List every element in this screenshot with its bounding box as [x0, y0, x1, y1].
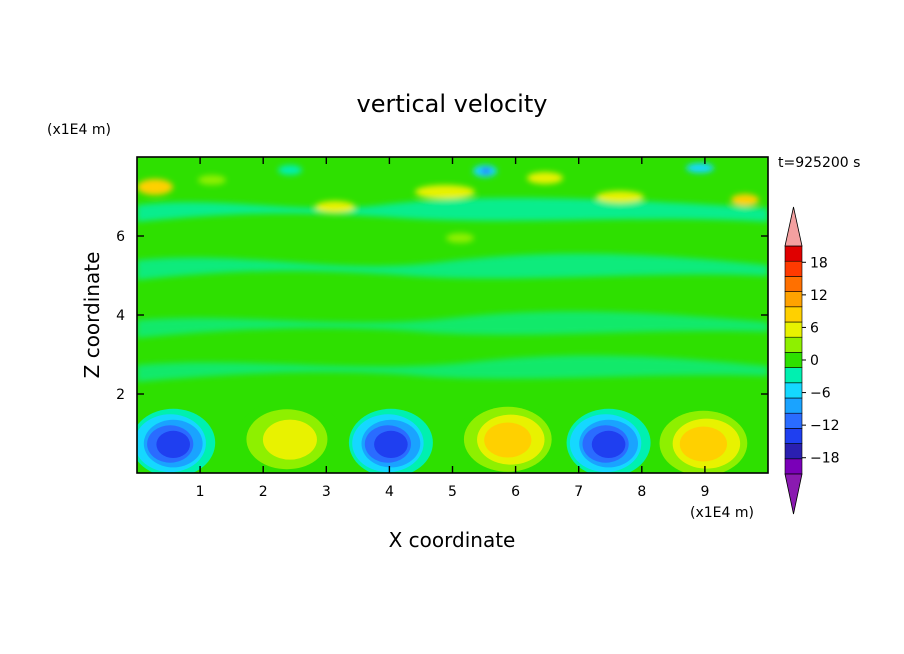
- colorbar-swatch: [784, 367, 803, 384]
- yellow-patch: [596, 191, 644, 203]
- colorbar-tick-label: −6: [810, 386, 831, 402]
- x-tick-label: 5: [448, 484, 457, 500]
- x-unit-label: (x1E4 m): [690, 505, 754, 521]
- blue-patch: [278, 165, 302, 175]
- downdraft-contour: [591, 430, 626, 458]
- x-tick-label: 9: [700, 484, 709, 500]
- colorbar-swatch: [784, 291, 803, 308]
- colorbar-swatch: [784, 260, 803, 277]
- colorbar-swatch: [784, 382, 803, 399]
- colorbar-swatch: [784, 458, 803, 475]
- updraft-contour: [679, 426, 728, 462]
- colorbar-swatch: [784, 321, 803, 338]
- blue-patch: [686, 163, 714, 173]
- updraft-cell: [456, 398, 565, 473]
- x-tick-label: 8: [637, 484, 646, 500]
- downdraft-contour: [156, 430, 191, 458]
- x-tick-label: 2: [259, 484, 268, 500]
- yellow-patch: [446, 233, 474, 243]
- downdraft-contour: [374, 430, 408, 458]
- y-tick-label: 4: [116, 308, 125, 324]
- y-axis-label: Z coordinate: [80, 252, 104, 379]
- colorbar-tick-label: 6: [810, 320, 819, 336]
- yellow-patch: [315, 201, 355, 213]
- updraft-cell: [652, 402, 761, 473]
- time-label: t=925200 s: [778, 155, 860, 171]
- x-axis: 1 2 3 4 5 6 7 8 9: [196, 157, 709, 500]
- colorbar-tick-label: 0: [810, 353, 819, 369]
- colorbar: 18 12 6 0 −6 −12 −18: [784, 206, 840, 515]
- x-tick-label: 6: [511, 484, 520, 500]
- updraft-contour: [262, 419, 317, 460]
- chart-title: vertical velocity: [357, 90, 548, 118]
- colorbar-swatch: [784, 245, 803, 262]
- x-axis-label: X coordinate: [389, 528, 516, 552]
- colorbar-swatch: [784, 412, 803, 429]
- colorbar-tick-label: 18: [810, 255, 828, 271]
- colorbar-under-triangle: [784, 473, 803, 515]
- colorbar-tick-label: 12: [810, 288, 828, 304]
- yellow-patch: [731, 194, 759, 206]
- y-tick-label: 2: [116, 387, 125, 403]
- colorbar-swatch: [784, 336, 803, 353]
- x-tick-label: 7: [574, 484, 583, 500]
- colorbar-swatch: [784, 428, 803, 444]
- downdraft-cell: [137, 408, 216, 473]
- convective-cells: [137, 398, 761, 473]
- downdraft-cell: [566, 408, 651, 473]
- yellow-patch: [527, 172, 563, 184]
- green-band: [137, 355, 768, 382]
- yellow-patch: [137, 179, 173, 195]
- yellow-patch: [198, 175, 226, 185]
- y-axis: 2 4 6: [116, 229, 768, 403]
- colorbar-swatch: [784, 443, 803, 460]
- y-tick-label: 6: [116, 229, 125, 245]
- colorbar-swatch: [784, 352, 803, 368]
- updraft-cell: [235, 398, 344, 473]
- yellow-patch: [415, 185, 475, 199]
- x-tick-label: 1: [196, 484, 205, 500]
- updraft-contour: [484, 422, 532, 458]
- green-band: [137, 197, 768, 222]
- upper-turbulence: [137, 163, 768, 382]
- x-tick-label: 4: [385, 484, 394, 500]
- contour-field: [137, 157, 768, 473]
- colorbar-swatch: [784, 306, 803, 323]
- blue-patch: [481, 168, 491, 174]
- colorbar-swatch: [784, 397, 803, 414]
- downdraft-cell: [348, 408, 433, 473]
- green-band: [137, 253, 768, 280]
- colorbar-swatch: [784, 276, 803, 292]
- x-tick-label: 3: [322, 484, 331, 500]
- colorbar-over-triangle: [784, 206, 803, 247]
- colorbar-tick-label: −18: [810, 451, 840, 467]
- colorbar-tick-label: −12: [810, 418, 840, 434]
- y-unit-label: (x1E4 m): [47, 122, 111, 138]
- green-band: [137, 311, 768, 338]
